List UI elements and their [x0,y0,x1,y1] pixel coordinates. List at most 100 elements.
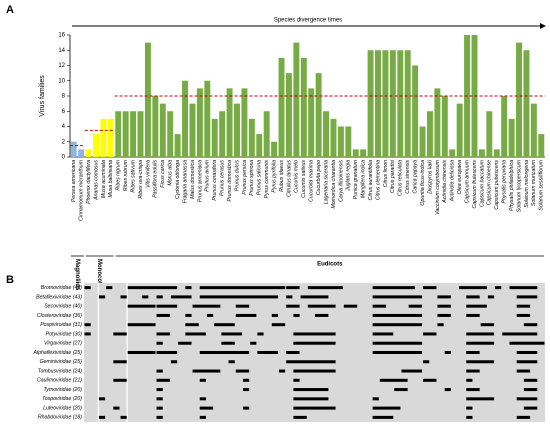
presence-segment [437,295,451,299]
panel-label: B [6,274,14,286]
presence-segment [487,295,495,299]
bar [234,103,240,157]
presence-segment [293,332,336,336]
bar [122,111,129,157]
presence-segment [250,341,257,345]
x-tick-label: Citrus clementina [375,160,381,200]
bar [530,103,537,157]
bar [93,134,99,157]
presence-segment [509,286,538,290]
presence-segment [127,286,178,290]
presence-segment [466,341,495,345]
y-tick-label: 10 [58,78,65,84]
presence-segment [286,286,300,290]
x-tick-label: Ananas comosus [93,160,99,201]
arrow-label: Species divergence times [274,18,342,24]
presence-segment [199,295,278,299]
presence-segment [466,415,473,419]
presence-segment [156,406,163,410]
x-tick-label: Malus domestica [190,160,196,199]
presence-segment [293,397,329,401]
presence-segment [466,378,473,382]
bar [189,103,196,157]
bar [508,118,515,157]
presence-segment [199,397,206,401]
presence-segment [221,332,242,336]
presence-segment [372,313,423,317]
presence-segment [523,406,538,410]
presence-segment [372,406,401,410]
x-tick-label: Cucumis melo [294,160,300,193]
presence-segment [300,295,329,299]
bar [152,96,159,157]
presence-segment [127,304,156,308]
x-tick-label: Ribes nigrum [116,159,122,190]
presence-segment [192,304,221,308]
presence-segment [156,332,170,336]
bar [263,111,270,157]
bar [308,88,315,157]
presence-segment [156,369,163,373]
presence-segment [423,360,430,364]
presence-segment [459,286,487,290]
presence-segment [214,323,235,327]
presence-segment [127,323,156,327]
panel-label: A [6,4,14,16]
bar [375,50,381,157]
presence-segment [271,313,278,317]
presence-segment [192,369,221,373]
presence-segment [113,378,127,382]
x-tick-label: Cucurbita maxima [309,160,315,202]
presence-segment [185,286,192,290]
x-tick-label: Vitis vinifera [145,160,151,188]
presence-segment [156,295,163,299]
presence-segment [170,360,178,364]
x-tick-label: Phoenix dactylifera [86,160,92,204]
x-tick-label: Prunus dulcis [234,160,240,192]
bar [115,111,122,157]
bar [501,96,508,157]
presence-segment [466,304,487,308]
x-tick-label: Musa acuminata [101,160,107,198]
presence-segment [495,286,502,290]
bar [516,42,522,157]
presence-segment [516,295,538,299]
bar [248,118,255,157]
x-tick-label: Juglans regia [346,160,352,192]
presence-segment [516,304,531,308]
x-tick-label: Actinidia deliciosa [450,160,456,202]
x-tick-label: Citrus aurantifolia [368,160,374,200]
x-tick-label: Ribes sativum [130,159,136,192]
presence-segment [286,351,300,354]
bar [315,73,322,157]
presence-segment [206,313,214,317]
bar [182,80,189,157]
x-tick-label: Olea europaea [457,160,463,194]
bar [367,50,374,157]
x-tick-label: Capsicum chinense [487,160,493,205]
presence-segment [516,351,538,354]
bar [196,88,203,157]
bar [412,65,419,157]
x-tick-label: Prunus persica [242,160,248,195]
x-tick-label: Cucurbita pepo [316,160,322,195]
x-tick-label: Cydonia oblonga [175,160,181,199]
presence-segment [257,351,278,354]
x-tick-label: Physalis peruviana [502,160,508,204]
y-axis-label: Virus families [39,75,46,117]
presence-segment [516,313,531,317]
presence-segment [286,360,336,364]
presence-segment [466,360,495,364]
row-label: Caulimoviridae (21) [37,378,82,384]
presence-segment [106,286,113,290]
presence-segment [98,415,106,419]
y-tick-label: 0 [62,155,66,161]
x-tick-label: Punica granatum [353,159,359,199]
row-label: Rhabdoviridae (18) [38,415,82,421]
presence-segment [199,406,214,410]
presence-segment [242,388,250,392]
x-tick-label: Diospyros kaki [427,159,433,194]
y-tick-label: 6 [62,109,66,115]
presence-segment [242,406,250,410]
presence-segment [113,360,127,364]
